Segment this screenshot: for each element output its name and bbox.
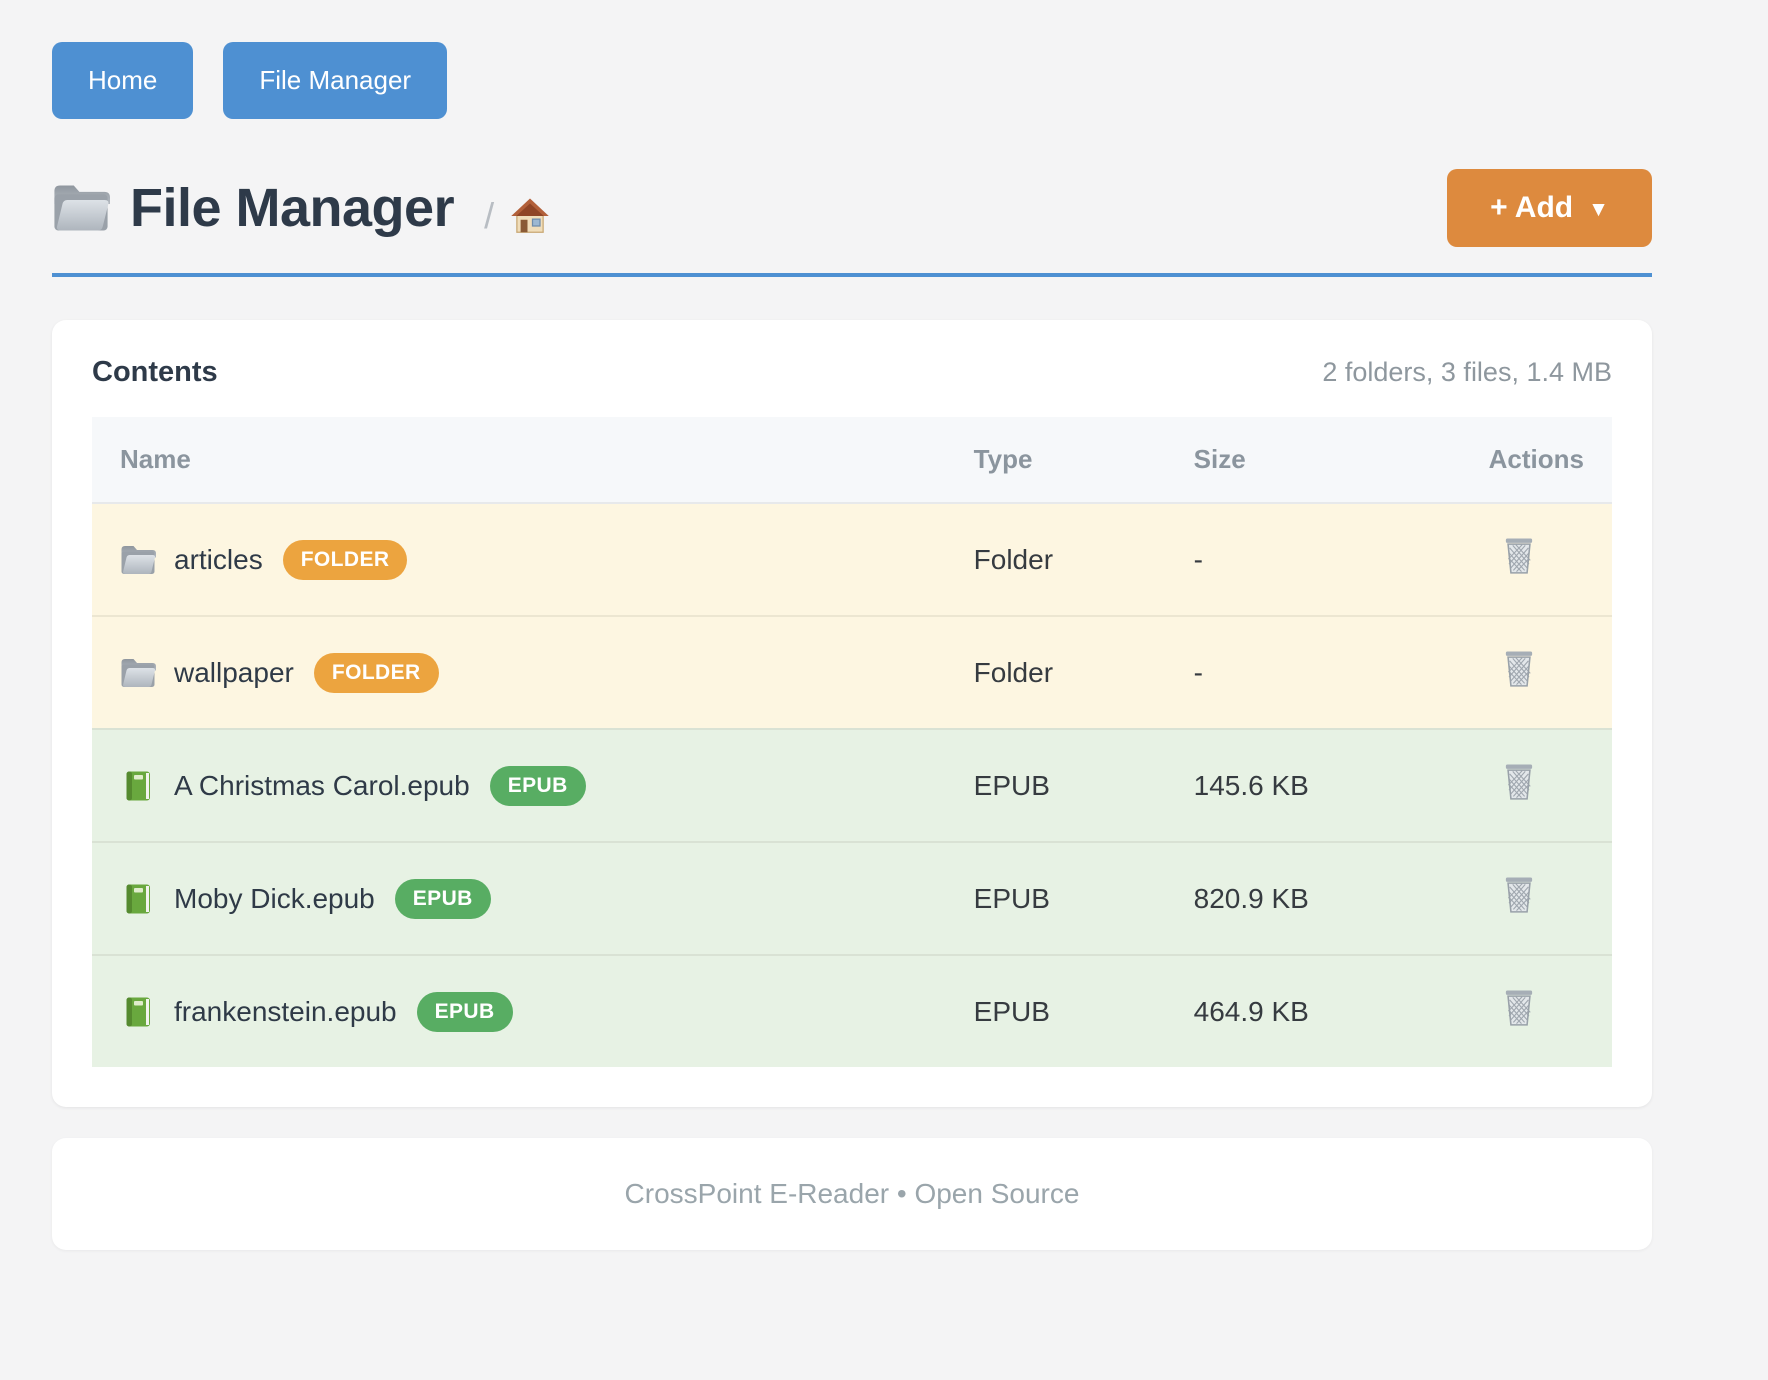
column-header-actions: Actions (1460, 417, 1612, 502)
trash-icon (1499, 987, 1539, 1029)
column-header-name: Name (92, 417, 946, 502)
type-badge: EPUB (489, 765, 586, 806)
book-icon (120, 883, 156, 915)
folder-icon (120, 544, 156, 576)
size-cell: - (1165, 615, 1461, 728)
table-row: Moby Dick.epub EPUB EPUB 820.9 KB (92, 841, 1612, 954)
breadcrumb: / (484, 179, 550, 237)
column-header-size: Size (1165, 417, 1461, 502)
type-badge: FOLDER (313, 652, 439, 693)
type-cell: Folder (945, 615, 1166, 728)
delete-button[interactable] (1499, 648, 1539, 690)
add-button-label: + Add (1490, 191, 1574, 224)
book-icon (120, 996, 156, 1028)
delete-button[interactable] (1499, 535, 1539, 577)
type-cell: EPUB (945, 954, 1166, 1067)
file-name[interactable]: wallpaper (174, 656, 294, 688)
chevron-down-icon: ▼ (1588, 197, 1609, 221)
file-name[interactable]: A Christmas Carol.epub (174, 769, 470, 801)
table-header-row: Name Type Size Actions (92, 417, 1612, 502)
home-icon[interactable] (510, 196, 550, 236)
top-nav: Home File Manager (52, 0, 1652, 119)
table-row: frankenstein.epub EPUB EPUB 464.9 KB (92, 954, 1612, 1067)
file-table: Name Type Size Actions articles FOLDER F… (92, 417, 1612, 1067)
type-cell: EPUB (945, 841, 1166, 954)
size-cell: 820.9 KB (1165, 841, 1461, 954)
footer-text: CrossPoint E-Reader • Open Source (624, 1178, 1080, 1209)
delete-button[interactable] (1499, 987, 1539, 1029)
size-cell: 464.9 KB (1165, 954, 1461, 1067)
contents-card: Contents 2 folders, 3 files, 1.4 MB Name… (52, 320, 1652, 1107)
trash-icon (1499, 648, 1539, 690)
folder-icon (120, 657, 156, 689)
card-title: Contents (92, 356, 218, 388)
page-title: File Manager (130, 178, 455, 238)
size-cell: - (1165, 502, 1461, 615)
header-divider (52, 273, 1652, 277)
add-button[interactable]: + Add ▼ (1447, 169, 1652, 247)
file-manager-button[interactable]: File Manager (223, 42, 448, 119)
page-header: File Manager / + Add ▼ (52, 169, 1652, 247)
page-footer: CrossPoint E-Reader • Open Source (52, 1138, 1652, 1250)
page-container: Home File Manager File Manager / + Add ▼… (52, 0, 1652, 1250)
file-name[interactable]: articles (174, 543, 263, 575)
trash-icon (1499, 874, 1539, 916)
trash-icon (1499, 535, 1539, 577)
table-row: articles FOLDER Folder - (92, 502, 1612, 615)
delete-button[interactable] (1499, 874, 1539, 916)
card-header: Contents 2 folders, 3 files, 1.4 MB (92, 356, 1612, 417)
table-row: A Christmas Carol.epub EPUB EPUB 145.6 K… (92, 728, 1612, 841)
home-button[interactable]: Home (52, 42, 194, 119)
folder-icon (52, 183, 110, 233)
book-icon (120, 770, 156, 802)
trash-icon (1499, 761, 1539, 803)
type-badge: FOLDER (282, 539, 408, 580)
column-header-type: Type (945, 417, 1166, 502)
file-name[interactable]: frankenstein.epub (174, 995, 397, 1027)
page-title-group: File Manager / (52, 177, 550, 239)
delete-button[interactable] (1499, 761, 1539, 803)
breadcrumb-separator: / (484, 195, 495, 236)
type-badge: EPUB (394, 878, 491, 919)
table-row: wallpaper FOLDER Folder - (92, 615, 1612, 728)
contents-summary: 2 folders, 3 files, 1.4 MB (1322, 357, 1612, 387)
type-cell: EPUB (945, 728, 1166, 841)
type-badge: EPUB (416, 991, 513, 1032)
type-cell: Folder (945, 502, 1166, 615)
file-name[interactable]: Moby Dick.epub (174, 882, 375, 914)
size-cell: 145.6 KB (1165, 728, 1461, 841)
